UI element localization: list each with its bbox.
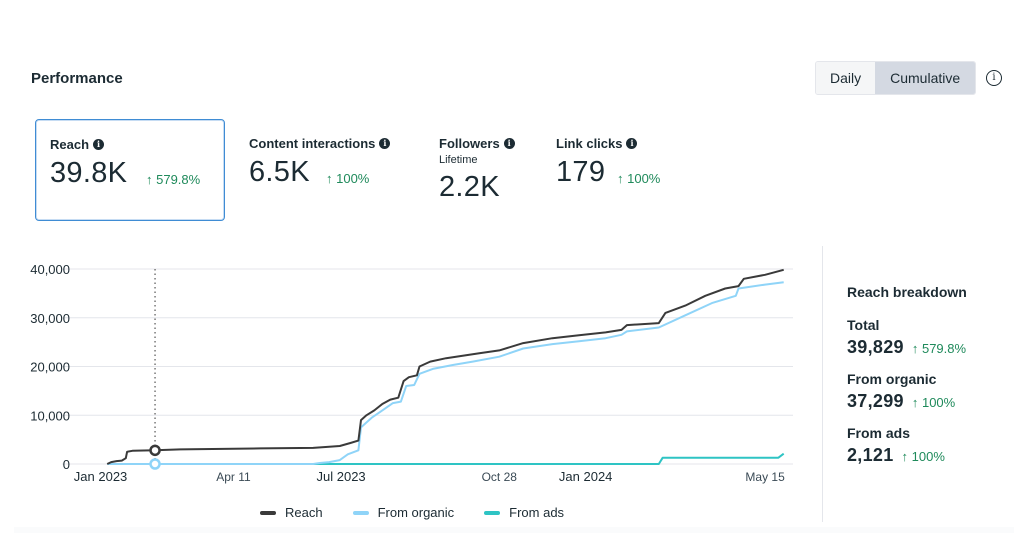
breakdown-value: 39,829 bbox=[847, 337, 904, 357]
metric-value: 6.5K bbox=[249, 156, 310, 188]
breakdown-change: ↑ 579.8% bbox=[911, 341, 967, 356]
info-icon[interactable]: i bbox=[626, 138, 638, 149]
x-tick-label: Jan 2023 bbox=[74, 469, 128, 484]
toggle-cumulative[interactable]: Cumulative bbox=[875, 62, 976, 94]
info-circle-icon[interactable]: i bbox=[986, 70, 1002, 86]
breakdown-change: ↑ 100% bbox=[901, 449, 945, 464]
gridlines bbox=[62, 268, 793, 465]
legend-item-ads[interactable]: From ads bbox=[484, 505, 564, 520]
metric-card-followers[interactable]: Followers i Lifetime 2.2K bbox=[426, 119, 531, 221]
series-line-ads bbox=[313, 452, 785, 465]
metric-card-link-clicks[interactable]: Link clicks i 179 ↑ 100% bbox=[543, 119, 693, 221]
legend-item-organic[interactable]: From organic bbox=[352, 505, 454, 520]
metric-card-content-interactions[interactable]: Content interactions i 6.5K ↑ 100% bbox=[235, 119, 415, 221]
view-toggle: Daily Cumulative bbox=[815, 61, 977, 95]
reach-line-chart[interactable]: 0 10,000 20,000 30,000 40,000 Jan 2023 Apr 11… bbox=[0, 240, 820, 490]
y-tick-label: 30,000 bbox=[30, 311, 70, 326]
breakdown-label: Total bbox=[847, 317, 880, 333]
breakdown-item-ads: From ads 2,121 ↑ 100% bbox=[847, 425, 1017, 466]
x-tick-label: Apr 11 bbox=[216, 470, 251, 484]
metric-label: Followers i bbox=[439, 136, 515, 151]
y-tick-label: 40,000 bbox=[30, 262, 70, 277]
y-tick-label: 0 bbox=[63, 457, 70, 472]
metric-value: 2.2K bbox=[439, 171, 500, 203]
metric-change: ↑ 579.8% bbox=[146, 172, 201, 187]
metric-label: Reach i bbox=[50, 137, 105, 152]
x-tick-label: Oct 28 bbox=[482, 470, 518, 484]
legend-item-reach[interactable]: Reach bbox=[260, 505, 323, 520]
x-tick-label: Jul 2023 bbox=[317, 469, 366, 484]
legend-swatch-reach bbox=[260, 510, 276, 515]
x-tick-label: Jan 2024 bbox=[559, 469, 613, 484]
breakdown-label: From organic bbox=[847, 371, 937, 387]
breakdown-value: 37,299 bbox=[847, 391, 904, 411]
breakdown-item-organic: From organic 37,299 ↑ 100% bbox=[847, 371, 1017, 412]
metric-label: Link clicks i bbox=[556, 136, 638, 151]
toggle-daily[interactable]: Daily bbox=[816, 62, 876, 94]
x-axis: Jan 2023 Apr 11 Jul 2023 Oct 28 Jan 2024 May … bbox=[74, 469, 785, 484]
breakdown-item-total: Total 39,829 ↑ 579.8% bbox=[847, 317, 1017, 358]
reach-breakdown-panel: Reach breakdown Total 39,829 ↑ 579.8% Fr… bbox=[847, 284, 1017, 479]
metric-change: ↑ 100% bbox=[326, 171, 370, 186]
legend-swatch-organic bbox=[352, 510, 369, 515]
metric-value: 39.8K bbox=[50, 157, 128, 189]
chart-legend: Reach From organic From ads bbox=[260, 505, 564, 520]
y-tick-label: 20,000 bbox=[30, 360, 70, 375]
metric-value: 179 bbox=[556, 156, 606, 188]
hover-marker-organic bbox=[149, 458, 161, 470]
legend-swatch-ads bbox=[484, 510, 501, 515]
panel-divider bbox=[822, 246, 823, 522]
info-icon[interactable]: i bbox=[379, 138, 391, 149]
breakdown-label: From ads bbox=[847, 425, 911, 441]
hover-indicator bbox=[149, 269, 161, 470]
hover-marker-reach bbox=[149, 444, 161, 457]
series-line-organic bbox=[107, 281, 784, 465]
metric-sublabel: Lifetime bbox=[439, 154, 478, 166]
metric-label: Content interactions i bbox=[249, 136, 391, 151]
y-axis: 0 10,000 20,000 30,000 40,000 bbox=[30, 262, 70, 472]
info-icon[interactable]: i bbox=[503, 138, 515, 149]
footer-band bbox=[14, 527, 1014, 533]
y-tick-label: 10,000 bbox=[30, 408, 70, 423]
breakdown-value: 2,121 bbox=[847, 445, 894, 465]
metric-card-reach[interactable]: Reach i 39.8K ↑ 579.8% bbox=[35, 119, 225, 221]
info-icon[interactable]: i bbox=[93, 139, 105, 150]
page-title: Performance bbox=[31, 70, 123, 87]
breakdown-title: Reach breakdown bbox=[847, 284, 967, 300]
breakdown-change: ↑ 100% bbox=[911, 395, 956, 410]
x-tick-label: May 15 bbox=[745, 470, 785, 484]
metric-change: ↑ 100% bbox=[617, 171, 661, 186]
